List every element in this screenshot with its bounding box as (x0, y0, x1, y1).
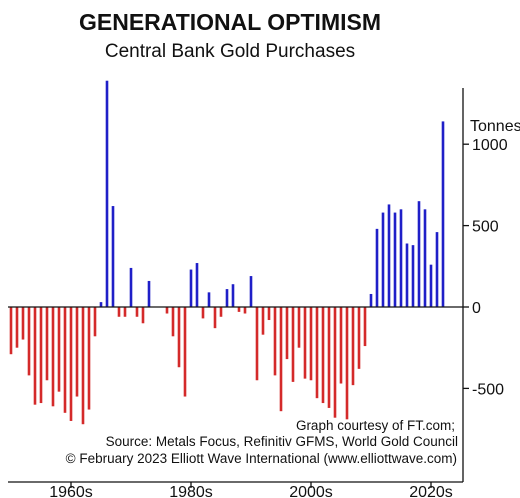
bar-1987 (231, 284, 235, 307)
bar-1997 (291, 307, 295, 382)
bar-1981 (195, 263, 199, 307)
bar-1991 (255, 307, 259, 381)
y-tick-labels: 1000 500 0 -500 (472, 137, 508, 398)
chart-title: GENERATIONAL OPTIMISM (79, 9, 381, 35)
bar-2009 (363, 307, 367, 347)
bar-1973 (147, 280, 151, 307)
bar-1990 (249, 276, 253, 307)
bar-1962 (81, 307, 85, 425)
x-tick-label: 2000s (289, 484, 333, 498)
bar-2003 (327, 307, 331, 408)
bar-1951 (15, 307, 19, 348)
bar-2020 (429, 264, 433, 307)
bar-1966 (105, 80, 109, 308)
bar-1982 (201, 307, 205, 319)
bar-1954 (33, 307, 37, 405)
bar-1964 (93, 307, 97, 337)
bar-2008 (357, 307, 361, 369)
bar-1977 (171, 307, 175, 337)
bar-1968 (117, 307, 121, 317)
bar-1995 (279, 307, 283, 412)
bar-2012 (381, 212, 385, 307)
bar-1994 (273, 307, 277, 376)
y-tick-label: -500 (472, 381, 504, 398)
bar-1996 (285, 307, 289, 360)
bar-2013 (387, 204, 391, 307)
bar-1970 (129, 267, 133, 307)
bar-1992 (261, 307, 265, 335)
y-axis-unit-label: Tonnes (470, 118, 520, 135)
x-tick-label: 1980s (169, 484, 213, 498)
bar-1986 (225, 289, 229, 307)
bar-1978 (177, 307, 181, 368)
bar-1950 (9, 307, 13, 355)
bar-1988 (237, 307, 241, 312)
bar-1959 (63, 307, 67, 413)
bar-2017 (411, 245, 415, 307)
bar-2011 (375, 228, 379, 307)
bar-1963 (87, 307, 91, 410)
bar-2004 (333, 307, 337, 418)
x-tick-label: 2020s (409, 484, 453, 498)
bar-1971 (135, 307, 139, 317)
bar-2006 (345, 307, 349, 420)
bar-1965 (99, 302, 103, 307)
bar-2015 (399, 209, 403, 307)
bar-2005 (339, 307, 343, 384)
bar-1955 (39, 307, 43, 404)
bar-1985 (219, 307, 223, 317)
bar-1999 (303, 307, 307, 379)
bar-2002 (321, 307, 325, 404)
bar-1967 (111, 206, 115, 307)
bar-2007 (351, 307, 355, 386)
x-tick-labels: 1960s 1980s 2000s 2020s (49, 484, 453, 498)
bar-2018 (417, 201, 421, 307)
bar-2014 (393, 212, 397, 307)
axes-group (8, 88, 469, 488)
bar-1984 (213, 307, 217, 329)
bar-2000 (309, 307, 313, 381)
annotation-copyright: © February 2023 Elliott Wave Internation… (66, 451, 457, 466)
bar-2001 (315, 307, 319, 399)
bar-2021 (435, 232, 439, 307)
bar-1976 (165, 307, 169, 314)
bar-group (9, 80, 445, 425)
y-tick-label: 0 (472, 300, 481, 317)
annotation-source: Source: Metals Focus, Refinitiv GFMS, Wo… (106, 434, 458, 449)
y-tick-label: 500 (472, 219, 499, 236)
bar-1969 (123, 307, 127, 317)
bar-1998 (297, 307, 301, 348)
bar-1960 (69, 307, 73, 421)
bar-2016 (405, 243, 409, 307)
bar-1983 (207, 292, 211, 307)
bar-1993 (267, 307, 271, 321)
bar-1961 (75, 307, 79, 397)
bar-2022 (441, 121, 445, 307)
annotation-credit: Graph courtesy of FT.com; (296, 418, 455, 433)
bar-1958 (57, 307, 61, 392)
y-tick-label: 1000 (472, 137, 508, 154)
bar-1956 (45, 307, 49, 381)
bar-1980 (189, 269, 193, 307)
x-tick-label: 1960s (49, 484, 93, 498)
bar-1957 (51, 307, 55, 407)
chart-subtitle: Central Bank Gold Purchases (105, 41, 355, 62)
bar-1972 (141, 307, 145, 324)
bar-1952 (21, 307, 25, 340)
bar-1953 (27, 307, 31, 376)
bar-2019 (423, 209, 427, 307)
bar-2010 (369, 293, 373, 307)
bar-1989 (243, 307, 247, 314)
bar-1979 (183, 307, 187, 397)
